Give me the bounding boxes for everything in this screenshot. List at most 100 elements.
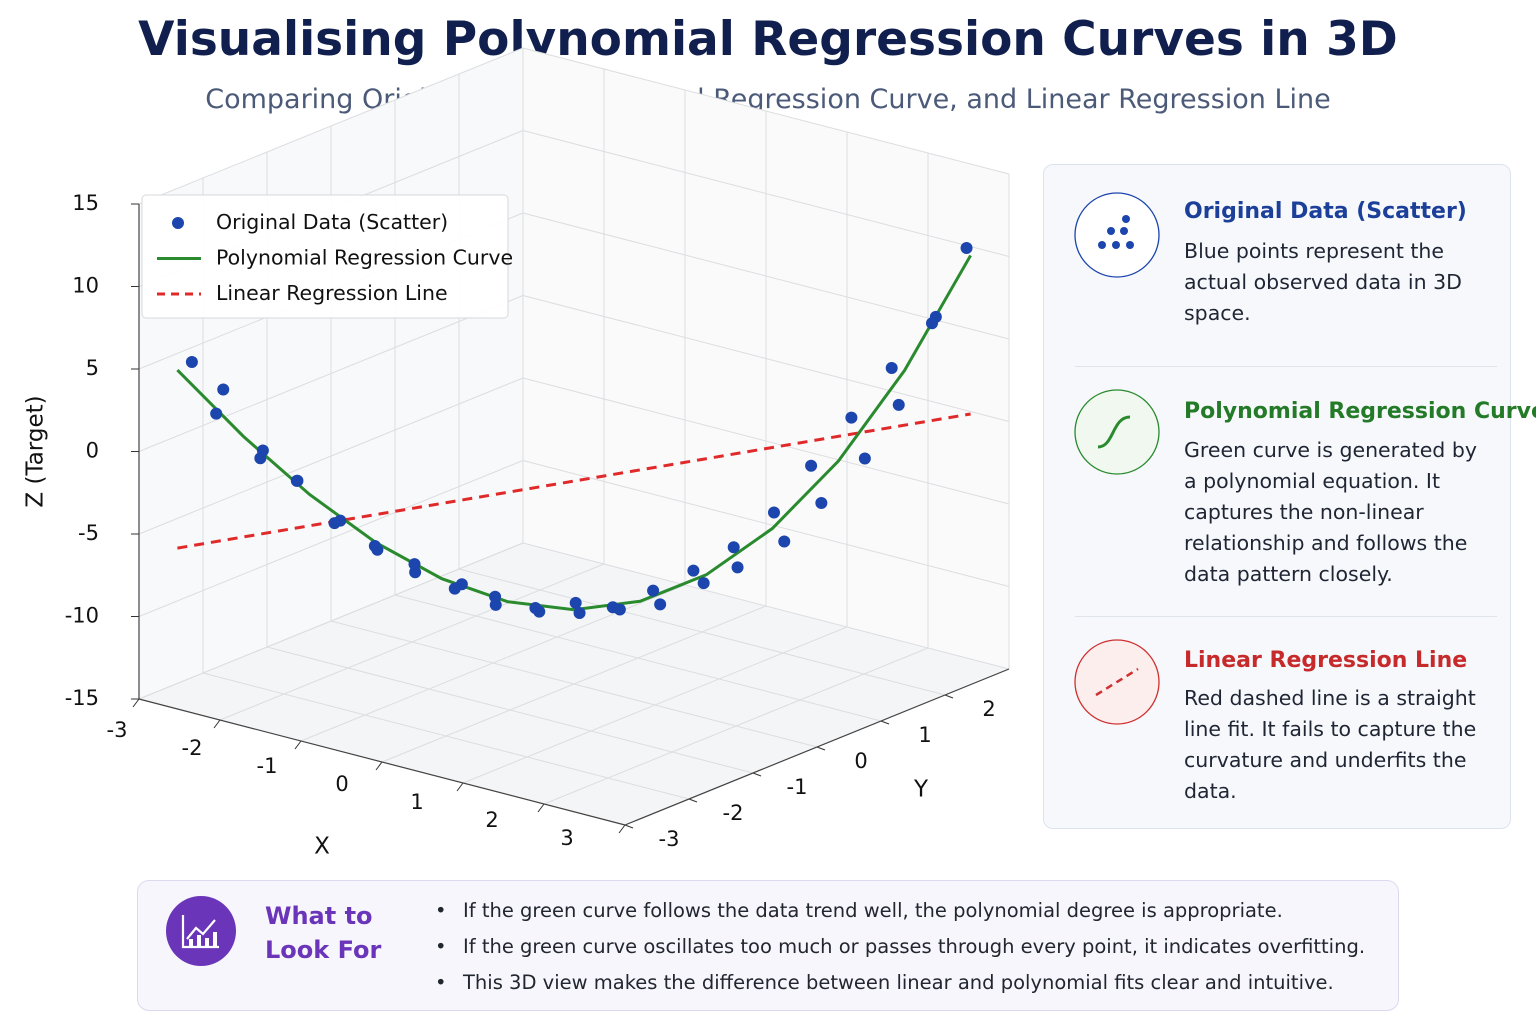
grid-line [522,542,1010,670]
x-tick [375,761,383,771]
data-point [654,598,667,611]
data-point [885,361,898,374]
x-tick-label: 0 [335,772,348,796]
y-tick-label: 2 [982,697,995,721]
grid-line [202,672,690,800]
y-tick-label: 1 [918,723,931,747]
x-tick [213,719,221,729]
grid-line [522,130,1010,257]
notes-title: What to Look For [265,902,382,964]
y-axis-title: Y [913,777,929,803]
grid-line [138,377,524,535]
data-point [815,496,828,509]
x-tick-label: -1 [257,754,278,778]
y-tick [688,798,698,803]
y-tick [880,720,890,725]
data-point [768,506,780,519]
series-line [176,254,972,612]
data-point [926,317,938,330]
z-tick-label: 0 [86,439,99,463]
notes-bullet: This 3D view makes the difference betwee… [435,971,1334,994]
x-axis-title: X [314,834,330,860]
panel-item-description: Green curve is generated by a polynomial… [1184,438,1477,586]
line-icon [1074,639,1160,725]
legend-marker [172,217,184,229]
legend-label: Original Data (Scatter) [216,210,448,234]
data-point [210,407,223,420]
grid-line [522,47,1010,175]
notes-bullet: If the green curve follows the data tren… [435,899,1283,922]
x-tick-label: -3 [107,718,128,742]
grid-line [522,460,1010,587]
data-point [489,590,502,603]
data-point [805,459,818,472]
data-point [185,355,198,368]
data-point [290,474,303,487]
data-point [408,558,421,571]
data-point [731,561,744,574]
grid-line [522,212,1010,340]
legend-label: Polynomial Regression Curve [216,246,513,270]
data-point [687,564,700,577]
x-tick-label: -2 [182,736,203,760]
grid-line [458,568,946,696]
page-title: Visualising Polynomial Regression Curves… [138,12,1398,67]
data-point [573,607,586,620]
z-tick-label: -10 [65,604,99,628]
legend-label: Linear Regression Line [216,281,448,305]
data-point [529,602,542,615]
y-tick-label: 0 [854,749,867,773]
separator [1075,366,1497,367]
data-point [960,241,973,254]
y-tick [752,772,762,777]
grid-line [138,295,524,452]
x-tick-label: 1 [410,790,423,814]
data-point [217,383,230,396]
data-point [647,584,660,597]
grid-line [330,620,818,748]
scatter-icon [1074,192,1160,278]
y-tick-label: -2 [723,801,744,825]
x-tick [132,698,140,708]
z-tick-label: -5 [78,521,99,545]
y-tick [816,746,826,751]
z-tick-label: 15 [72,191,99,215]
series-line [177,412,971,550]
data-point [697,577,710,590]
z-tick-label: 5 [86,356,99,380]
notes-box: What to Look For If the green curve foll… [137,880,1399,1011]
panel-item-description: Blue points represent the actual observe… [1184,239,1462,325]
grid-line [138,47,524,205]
grid-line [522,295,1010,422]
x-tick-label: 2 [485,808,498,832]
data-point [892,398,905,411]
data-point [727,541,740,554]
panel-item-description: Red dashed line is a straight line fit. … [1184,686,1477,803]
z-tick-label: 10 [72,274,99,298]
z-axis-title: Z (Target) [23,395,49,507]
axis-line [138,698,626,826]
notes-bullet: If the green curve oscillates too much o… [435,935,1365,958]
legend-panel: Original Data (Scatter) Blue points repr… [1043,164,1536,829]
panel-item-title: Linear Regression Line [1184,648,1468,673]
separator [1075,616,1497,617]
panel-item-title: Polynomial Regression Curve [1184,399,1536,424]
y-tick-label: -1 [787,775,808,799]
data-point [858,452,871,465]
data-point [778,535,791,548]
axis-line [624,668,1010,826]
data-point [334,514,347,527]
x-tick [294,740,302,750]
grid-line [394,594,882,722]
data-point [606,601,619,614]
data-point [448,582,461,595]
x-tick [537,803,545,813]
grid-line [138,460,524,617]
x-tick [618,824,626,834]
data-point [371,543,384,556]
grid-line [266,646,754,774]
data-point [256,444,269,457]
curve-icon [1074,389,1160,475]
